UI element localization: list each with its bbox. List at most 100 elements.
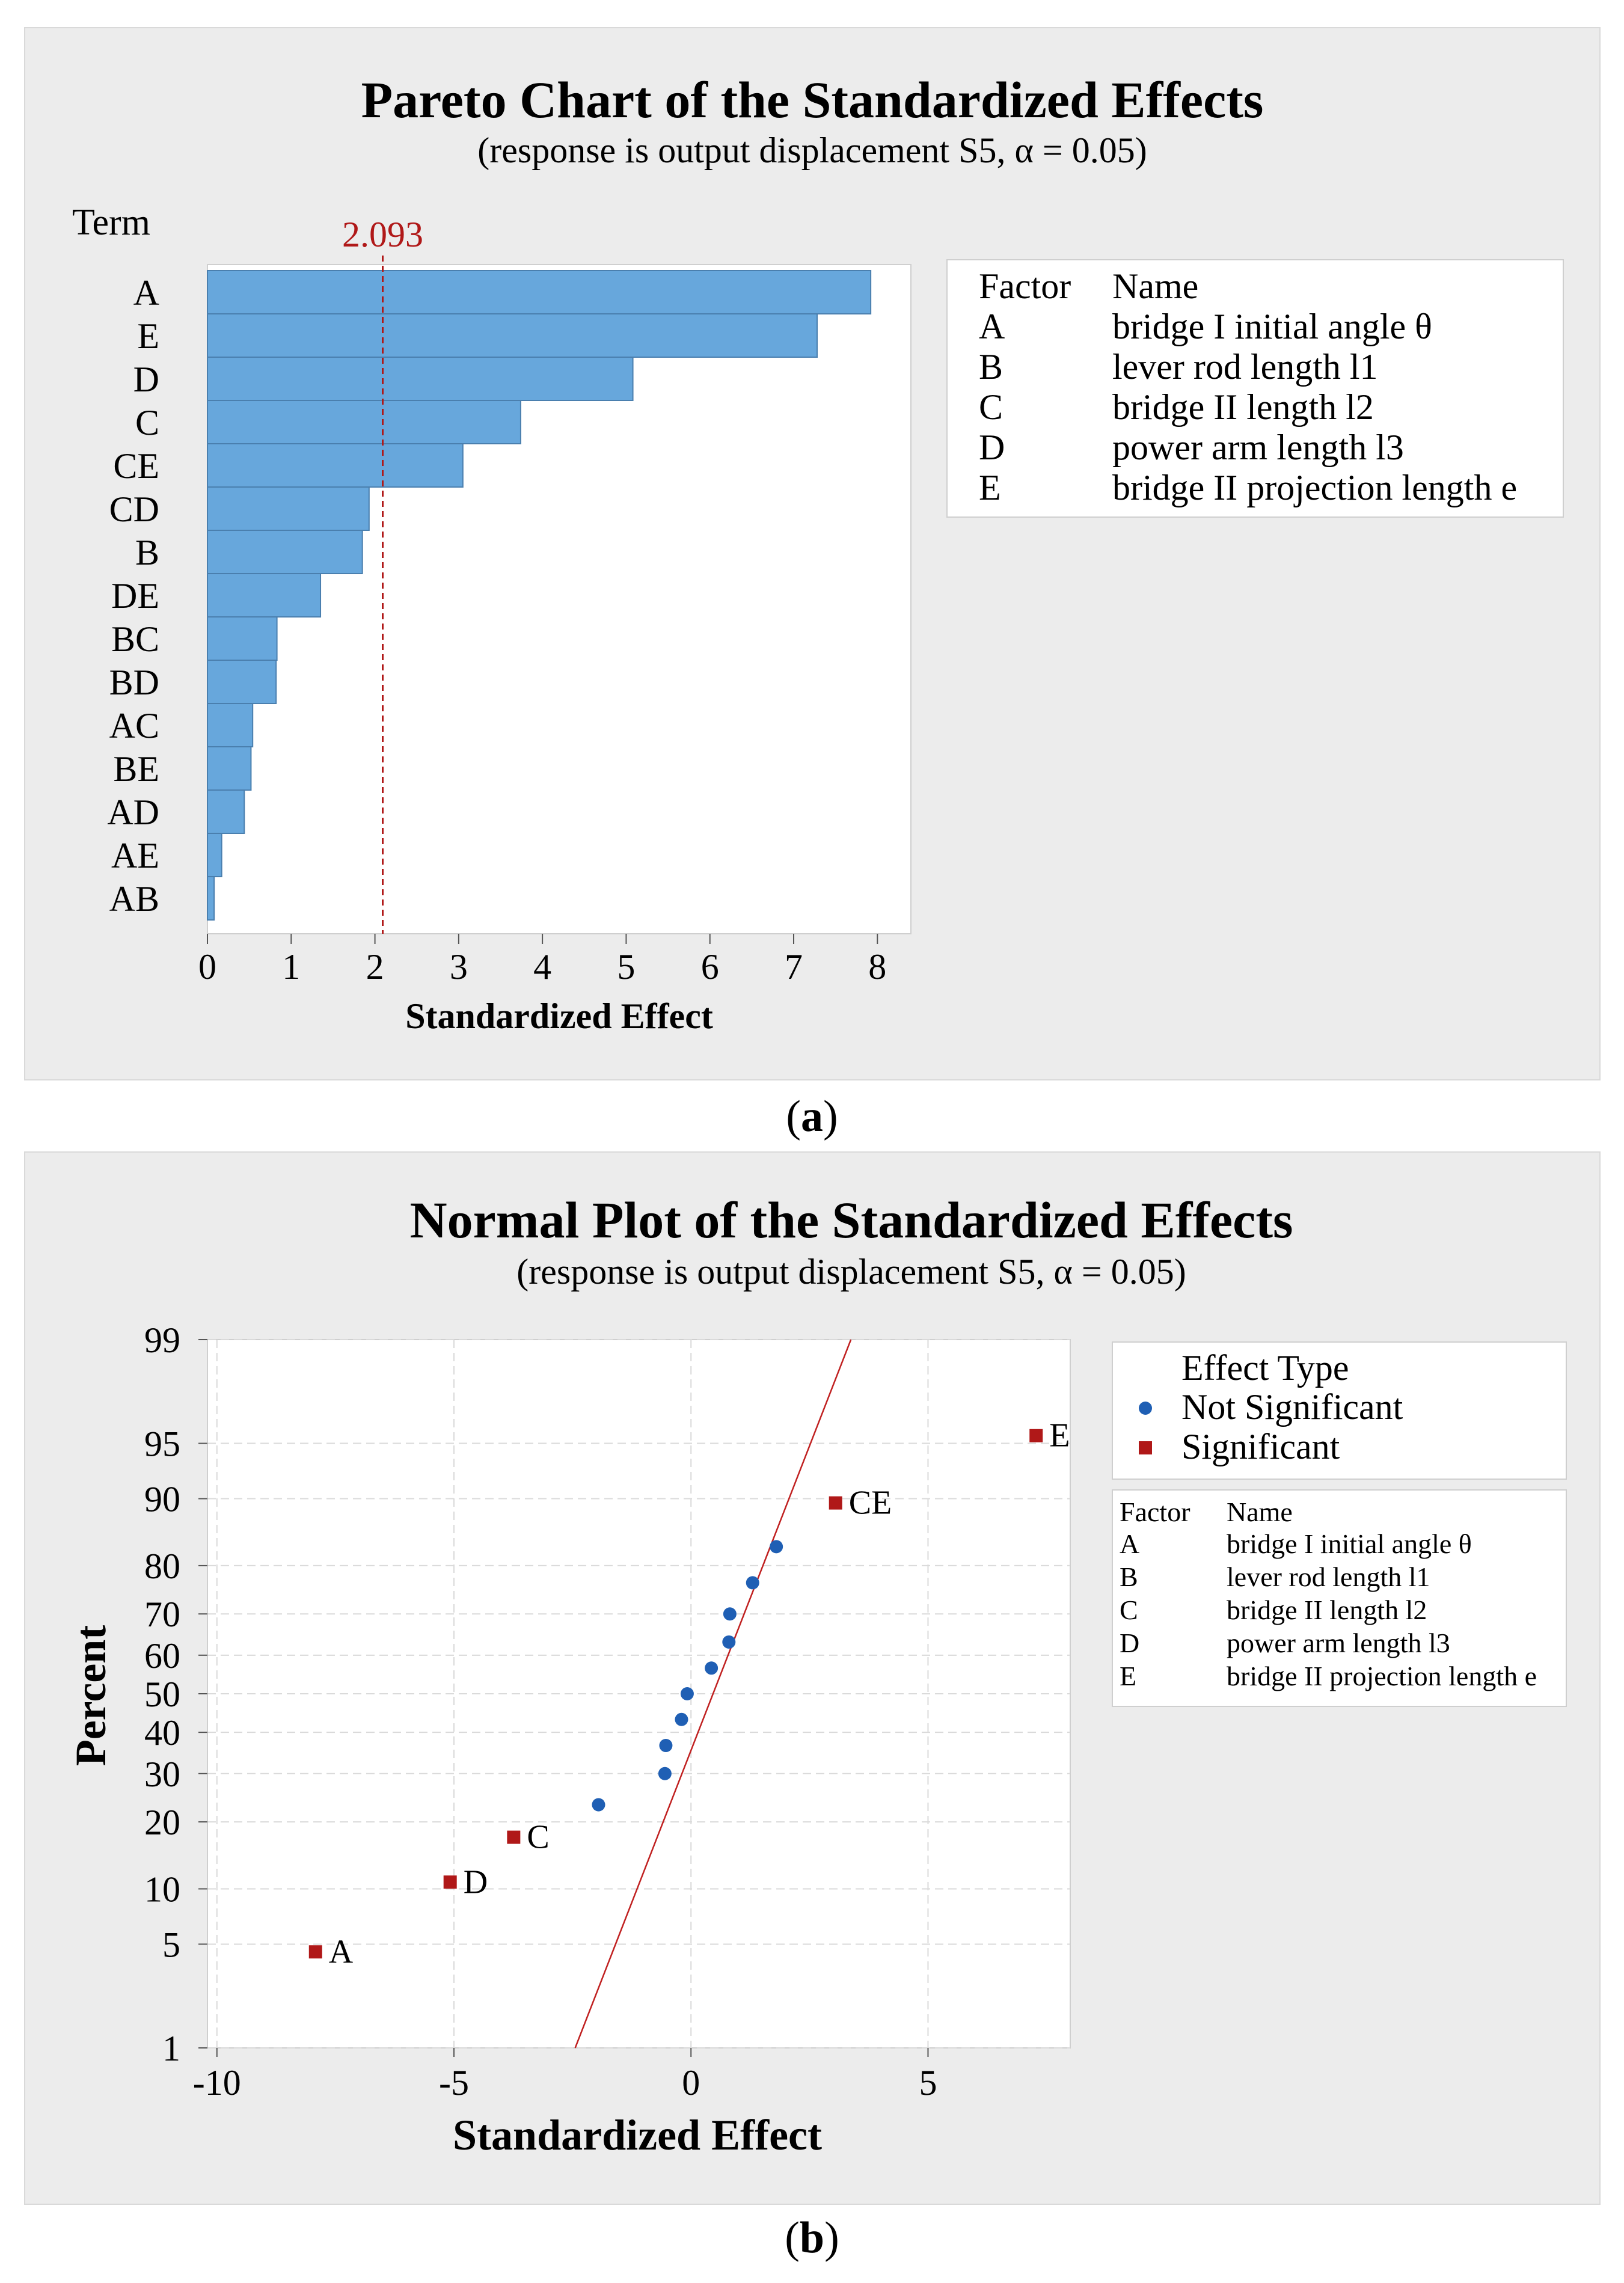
pareto-bar: [207, 443, 464, 488]
pareto-term-label: C: [135, 403, 159, 443]
normal-point-not-significant: [658, 1767, 672, 1780]
pareto-term-label: CD: [109, 489, 159, 529]
legend-b-factor-name: lever rod length l1: [1227, 1561, 1430, 1592]
pareto-x-tick-label: 6: [701, 947, 719, 987]
pareto-term-label: E: [137, 316, 159, 356]
normal-point-significant: [1029, 1429, 1043, 1442]
pareto-term-label: BD: [109, 663, 159, 702]
normal-x-axis-label: Standardized Effect: [453, 2111, 822, 2159]
normal-y-tick-label: 70: [144, 1595, 180, 1634]
pareto-term-label: BC: [111, 619, 159, 659]
pareto-x-tick-label: 3: [450, 947, 468, 987]
pareto-bar: [207, 703, 254, 747]
normal-y-axis-label: Percent: [67, 1625, 115, 1767]
effect-legend-label: Significant: [1181, 1427, 1340, 1466]
normal-fit-line: [574, 1339, 852, 2049]
pareto-x-tick-label: 2: [366, 947, 384, 987]
pareto-term-label: B: [135, 533, 159, 572]
normal-x-tick-label: 0: [682, 2063, 700, 2103]
legend-factor-letter: B: [979, 347, 1003, 387]
pareto-term-label: Term: [72, 202, 150, 243]
pareto-chart-title: Pareto Chart of the Standardized Effects: [361, 71, 1264, 129]
normal-point-not-significant: [705, 1661, 719, 1675]
normal-y-tick-label: 80: [144, 1546, 180, 1586]
normal-point-significant: [308, 1945, 322, 1959]
normal-x-tick-label: 5: [919, 2063, 937, 2103]
legend-b-factor-letter: C: [1120, 1595, 1138, 1625]
pareto-term-label: BE: [113, 749, 159, 789]
normal-plot-subtitle: (response is output displacement S5, α =…: [516, 1252, 1186, 1292]
normal-point-not-significant: [592, 1798, 605, 1812]
legend-factor-letter: C: [979, 387, 1003, 427]
legend-factor-name: power arm length l3: [1112, 427, 1404, 467]
normal-y-tick-label: 30: [144, 1754, 180, 1794]
normal-y-tick-label: 90: [144, 1480, 180, 1519]
legend-factor-name: lever rod length l1: [1112, 347, 1378, 387]
normal-y-tick-label: 40: [144, 1713, 180, 1753]
normal-y-tick-label: 20: [144, 1803, 180, 1842]
normal-plot-title: Normal Plot of the Standardized Effects: [410, 1191, 1293, 1249]
effect-legend-circle-icon: [1139, 1402, 1152, 1415]
normal-point-not-significant: [770, 1540, 783, 1554]
normal-point-label: CE: [849, 1485, 892, 1522]
effect-legend-label: Not Significant: [1181, 1387, 1403, 1427]
normal-point-not-significant: [746, 1576, 759, 1590]
pareto-term-label: CE: [113, 446, 159, 486]
legend-factor-letter: E: [979, 468, 1001, 507]
pareto-term-label: AB: [109, 879, 159, 919]
legend-b-factor-name: bridge II projection length e: [1227, 1661, 1537, 1691]
pareto-bar: [207, 530, 363, 574]
legend-b-factor-name: power arm length l3: [1227, 1628, 1450, 1658]
pareto-x-tick-label: 1: [282, 947, 300, 987]
pareto-term-label: A: [133, 273, 159, 313]
pareto-bar: [207, 486, 370, 531]
normal-y-tick-label: 99: [144, 1320, 180, 1360]
legend-b-factor-letter: B: [1120, 1561, 1138, 1592]
normal-point-not-significant: [722, 1635, 736, 1649]
legend-b-factor-name: bridge II length l2: [1227, 1595, 1427, 1625]
legend-factor-name: bridge I initial angle θ: [1112, 307, 1432, 346]
normal-y-tick-label: 50: [144, 1675, 180, 1714]
normal-point-label: E: [1049, 1417, 1070, 1454]
legend-factor-name: bridge II length l2: [1112, 387, 1374, 427]
normal-point-not-significant: [723, 1607, 737, 1621]
normal-x-tick-label: -5: [439, 2063, 469, 2103]
pareto-term-label: DE: [111, 576, 159, 616]
normal-y-tick-label: 1: [162, 2029, 180, 2068]
pareto-x-axis-label: Standardized Effect: [405, 996, 713, 1036]
normal-y-tick-label: 5: [162, 1925, 180, 1964]
caption-b: (b): [785, 2213, 839, 2263]
pareto-term-label: AC: [109, 706, 159, 746]
normal-point-not-significant: [675, 1712, 688, 1726]
legend-b-header-factor: Factor: [1120, 1497, 1190, 1527]
pareto-bar: [207, 616, 278, 661]
pareto-x-tick-label: 5: [617, 947, 635, 987]
legend-header-factor: Factor: [979, 266, 1071, 306]
caption-a: (a): [786, 1092, 838, 1141]
legend-factor-name: bridge II projection length e: [1112, 468, 1517, 507]
pareto-bar: [207, 746, 252, 791]
legend-b-factor-letter: A: [1120, 1528, 1139, 1559]
normal-y-tick-label: 10: [144, 1869, 180, 1909]
legend-header-name: Name: [1112, 266, 1198, 306]
pareto-chart: Pareto Chart of the Standardized Effects…: [72, 71, 1564, 1036]
pareto-chart-subtitle: (response is output displacement S5, α =…: [477, 130, 1147, 170]
pareto-bar: [207, 876, 215, 921]
normal-point-significant: [507, 1830, 521, 1844]
normal-point-not-significant: [659, 1739, 673, 1753]
pareto-x-tick-label: 8: [868, 947, 886, 987]
effect-legend-square-icon: [1139, 1441, 1152, 1454]
pareto-reference-label: 2.093: [342, 215, 423, 254]
legend-b-factor-letter: E: [1120, 1661, 1136, 1691]
legend-factor-letter: A: [979, 307, 1005, 346]
normal-y-tick-label: 95: [144, 1424, 180, 1464]
pareto-x-tick-label: 0: [198, 947, 216, 987]
pareto-x-tick-label: 7: [785, 947, 803, 987]
effect-legend-title: Effect Type: [1181, 1348, 1349, 1388]
normal-point-label: D: [464, 1863, 488, 1901]
normal-x-tick-label: -10: [193, 2063, 241, 2103]
